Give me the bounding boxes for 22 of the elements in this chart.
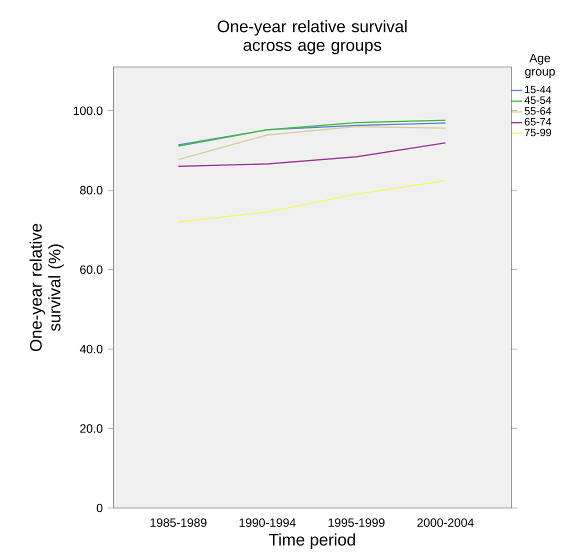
- legend-label: 15-44: [525, 86, 552, 94]
- legend-title: Age group: [525, 54, 555, 78]
- y-tick-label: 20.0: [80, 424, 102, 433]
- line-series: [178, 180, 446, 223]
- y-tick-label: 0: [96, 504, 102, 512]
- legend-label: 75-99: [524, 128, 552, 136]
- chart-title: One-year relative survival across age groups: [218, 20, 407, 54]
- legend-label: 55-64: [524, 107, 552, 115]
- y-tick-label: 40.0: [80, 344, 102, 354]
- line-series: [178, 142, 446, 167]
- line-series: [178, 126, 446, 160]
- y-tick-label: 80.0: [80, 186, 102, 194]
- x-tick-label: 2000-2004: [417, 518, 474, 527]
- legend-label: 65-74: [524, 118, 552, 126]
- y-axis-title: One-year relative survival (%): [30, 224, 64, 352]
- x-tick-label: 1985-1989: [150, 518, 206, 527]
- x-axis-title: Time period: [269, 533, 355, 549]
- y-tick-label: 60.0: [80, 265, 102, 274]
- legend-label: 45-54: [524, 96, 552, 104]
- x-tick-label: 1995-1999: [328, 518, 385, 527]
- x-tick-label: 1990-1994: [240, 518, 296, 527]
- y-tick-label: 100.0: [74, 106, 102, 115]
